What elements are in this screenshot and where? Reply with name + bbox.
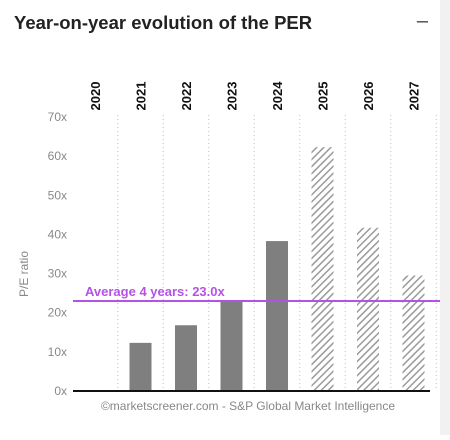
y-tick-label-10x: 10x <box>48 345 67 359</box>
x-tick-label-2022: 2022 <box>179 82 194 111</box>
y-axis-label: P/E ratio <box>17 251 31 297</box>
per-widget: Year-on-year evolution of the PER – 2020… <box>0 10 440 435</box>
bar-2021 <box>129 342 152 391</box>
bar-2025 <box>311 147 334 391</box>
per-bar-chart: 2020 2021 2022 2023 2024 2025 2026 2027 0x 10x 20… <box>17 81 440 413</box>
bar-2024 <box>266 241 288 391</box>
y-tick-label-50x: 50x <box>48 188 67 202</box>
average-label: Average 4 years: 23.0x <box>85 284 226 299</box>
x-tick-label-2023: 2023 <box>225 82 240 111</box>
collapse-button[interactable]: – <box>416 10 428 32</box>
x-tick-label-2020: 2020 <box>88 82 103 111</box>
widget-header: Year-on-year evolution of the PER – <box>14 10 434 38</box>
y-tick-label-40x: 40x <box>48 227 67 241</box>
x-tick-label-2027: 2027 <box>407 82 422 111</box>
chart-title: Year-on-year evolution of the PER <box>14 12 313 33</box>
bar-2022 <box>175 325 197 391</box>
x-tick-label-2025: 2025 <box>316 82 331 111</box>
chart-area: 2020 2021 2022 2023 2024 2025 2026 2027 0x 10x 20… <box>0 60 440 435</box>
y-tick-label-60x: 60x <box>48 149 67 163</box>
bar-2023 <box>220 300 243 391</box>
bar-2027 <box>402 275 425 391</box>
x-tick-label-2021: 2021 <box>134 82 149 111</box>
y-tick-label-0x: 0x <box>54 384 67 398</box>
y-tick-label-20x: 20x <box>48 306 67 320</box>
x-tick-label-2024: 2024 <box>270 81 285 111</box>
scrollbar-track[interactable] <box>440 0 450 435</box>
source-footer: ©marketscreener.com - S&P Global Market … <box>101 399 395 413</box>
y-tick-label-70x: 70x <box>48 110 67 124</box>
x-tick-label-2026: 2026 <box>361 82 376 111</box>
bar-2026 <box>357 227 379 391</box>
y-tick-label-30x: 30x <box>48 267 67 281</box>
